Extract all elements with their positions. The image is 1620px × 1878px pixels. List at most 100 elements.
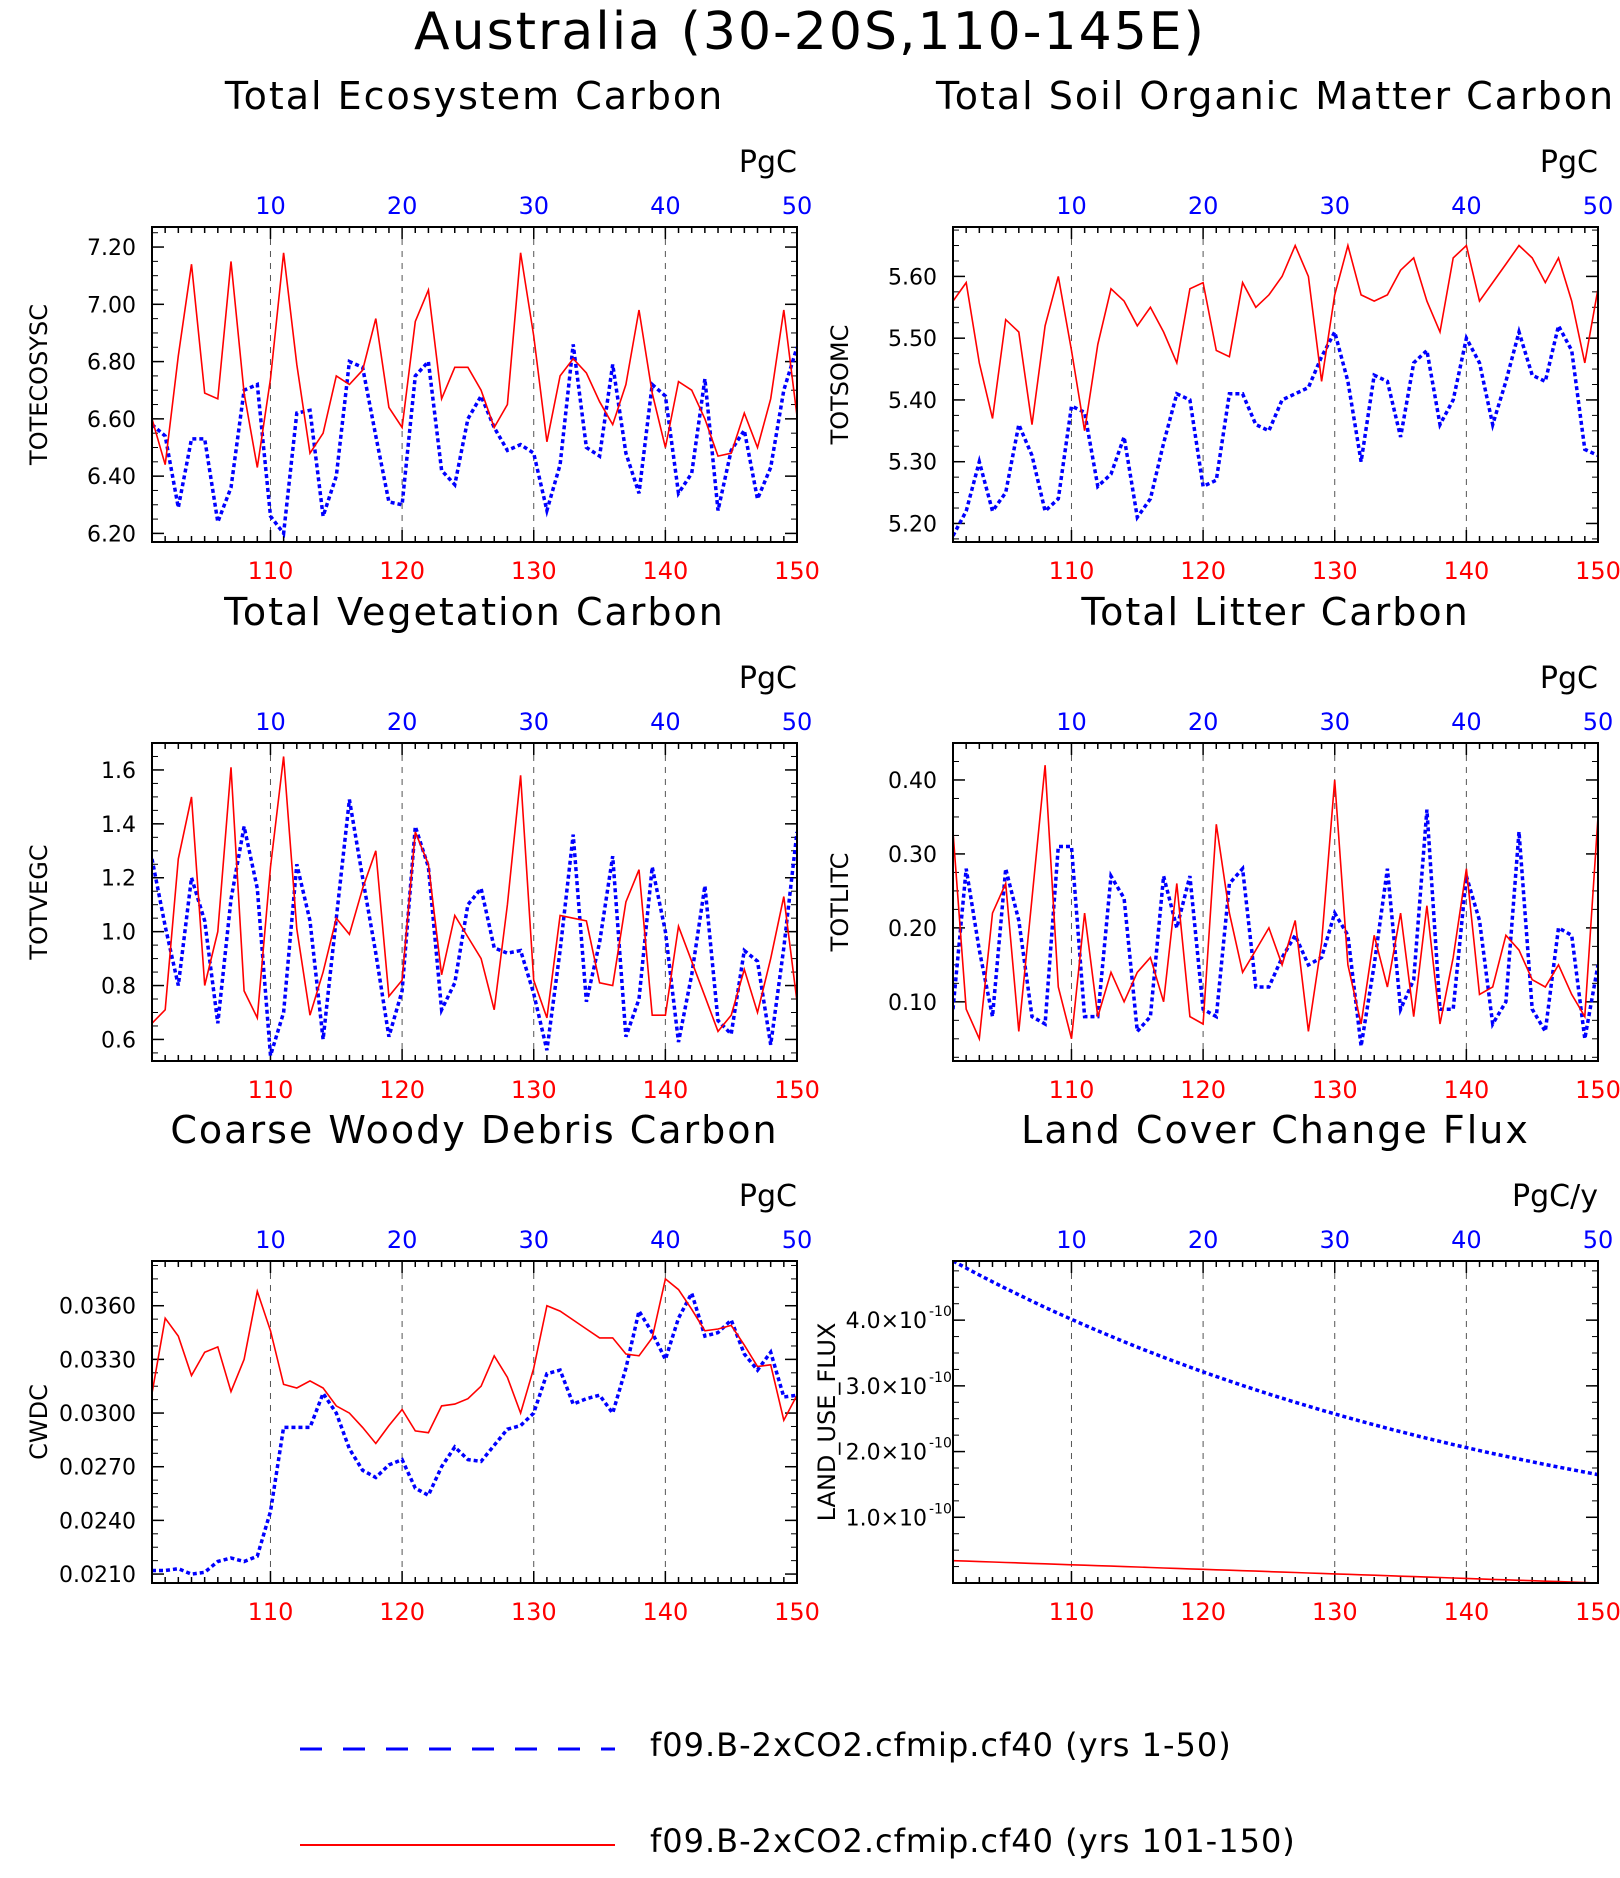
bottom-tick-label: 120 [379,557,425,585]
series-line-yrs-1-50 [953,809,1598,1047]
plot-frame [151,1260,798,1584]
bottom-tick-label: 110 [248,1598,294,1626]
y-tick-label: 0.20 [888,917,937,942]
bottom-tick-label: 140 [642,557,688,585]
legend-label-2: f09.B-2xCO2.cfmip.cf40 (yrs 101-150) [650,1822,1296,1860]
bottom-tick-label: 150 [774,1076,820,1104]
bottom-tick-label: 130 [1312,1598,1358,1626]
y-tick-label: 0.6 [101,1028,136,1053]
y-tick-label: 3.0×10 [846,1375,927,1400]
bottom-tick-label: 110 [248,557,294,585]
plot-frame [952,742,1599,1062]
top-tick-label: 40 [1451,192,1482,220]
units-label: PgC [739,145,797,180]
top-tick-label: 50 [1583,708,1614,736]
y-tick-label: 6.80 [87,351,136,376]
top-tick-label: 20 [1188,708,1219,736]
y-tick-label: 6.60 [87,408,136,433]
top-tick-label: 50 [782,1226,813,1254]
bottom-tick-label: 150 [1575,557,1620,585]
top-tick-label: 20 [387,1226,418,1254]
y-tick-label: 0.0330 [59,1348,136,1373]
legend-swatch-solid [300,1844,615,1846]
y-tick-label: 1.2 [101,867,136,892]
units-label: PgC [1540,145,1598,180]
panel-title: Total Vegetation Carbon [223,590,725,634]
bottom-tick-label: 120 [379,1598,425,1626]
y-tick-label: 2.0×10 [846,1441,927,1466]
y-tick-label: 5.50 [888,327,937,352]
y-tick-label: 6.20 [87,522,136,547]
bottom-tick-label: 120 [379,1076,425,1104]
top-tick-label: 20 [387,708,418,736]
chart-panel-4: Total Litter Carbon PgC 10 20 30 40 50 110 120 13… [826,590,1620,1104]
chart-panel-1: Total Ecosystem Carbon PgC 10 20 30 40 50 110 12… [25,74,820,585]
top-tick-label: 50 [782,708,813,736]
top-tick-label: 40 [1451,708,1482,736]
y-tick-label: 0.0240 [59,1509,136,1534]
y-tick-label: 7.00 [87,293,136,318]
top-tick-label: 10 [1056,192,1087,220]
y-tick-label: 0.40 [888,769,937,794]
bottom-tick-label: 130 [511,557,557,585]
series-line-yrs-1-50 [152,1288,797,1576]
y-tick-label: 0.10 [888,991,937,1016]
series-line-yrs-101-150 [152,252,797,468]
y-tick-label: 4.0×10 [846,1309,927,1334]
bottom-tick-label: 110 [1049,557,1095,585]
series-line-yrs-1-50 [152,344,797,538]
top-tick-label: 40 [1451,1226,1482,1254]
top-tick-label: 50 [1583,192,1614,220]
y-tick-label: 1.0 [101,921,136,946]
y-tick-label: 0.0270 [59,1456,136,1481]
top-tick-label: 30 [518,708,549,736]
bottom-tick-label: 130 [1312,557,1358,585]
legend-entry-1: f09.B-2xCO2.cfmip.cf40 (yrs 1-50) [0,1722,1620,1782]
bottom-tick-label: 140 [642,1076,688,1104]
y-tick-exponent: -10 [929,1304,952,1320]
bottom-tick-label: 150 [774,557,820,585]
chart-panel-5: Coarse Woody Debris Carbon PgC 10 20 30 40 50 1… [25,1108,820,1626]
top-tick-label: 30 [1319,1226,1350,1254]
bottom-tick-label: 140 [1443,557,1489,585]
panel-title: Total Litter Carbon [1080,590,1469,634]
chart-panel-3: Total Vegetation Carbon PgC 10 20 30 40 50 110 1… [25,590,820,1104]
top-tick-label: 10 [1056,708,1087,736]
panel-title: Total Soil Organic Matter Carbon [935,74,1615,118]
y-tick-label: 1.4 [101,813,136,838]
chart-panel-6: Land Cover Change Flux PgC/y 10 20 30 40 50 110… [813,1108,1620,1626]
plot-frame [151,226,798,543]
y-tick-label: 0.0360 [59,1295,136,1320]
series-line-yrs-1-50 [953,1261,1598,1477]
panel-title: Total Ecosystem Carbon [224,74,724,118]
top-tick-label: 20 [1188,1226,1219,1254]
y-axis-label: TOTECOSYSC [25,304,53,466]
bottom-tick-label: 110 [1049,1598,1095,1626]
bottom-tick-label: 150 [774,1598,820,1626]
top-tick-label: 30 [518,1226,549,1254]
bottom-tick-label: 150 [1575,1598,1620,1626]
y-axis-label: TOTLITC [826,853,854,953]
y-tick-label: 6.40 [87,465,136,490]
series-line-yrs-101-150 [953,1559,1598,1583]
series-line-yrs-1-50 [152,799,797,1057]
y-tick-exponent: -10 [929,1501,952,1517]
top-tick-label: 20 [1188,192,1219,220]
top-tick-label: 10 [255,1226,286,1254]
bottom-tick-label: 150 [1575,1076,1620,1104]
bottom-tick-label: 130 [511,1598,557,1626]
y-tick-label: 0.0300 [59,1402,136,1427]
top-tick-label: 10 [1056,1226,1087,1254]
y-tick-label: 1.6 [101,759,136,784]
top-tick-label: 30 [1319,192,1350,220]
series-line-yrs-1-50 [953,320,1598,537]
y-axis-label: CWDC [25,1384,53,1460]
series-line-yrs-101-150 [953,765,1598,1042]
y-tick-label: 5.40 [888,389,937,414]
figure-title: Australia (30-20S,110-145E) [414,2,1206,62]
top-tick-label: 40 [650,192,681,220]
y-axis-label: LAND_USE_FLUX [813,1323,841,1522]
bottom-tick-label: 110 [1049,1076,1095,1104]
y-tick-label: 0.30 [888,843,937,868]
top-tick-label: 40 [650,1226,681,1254]
